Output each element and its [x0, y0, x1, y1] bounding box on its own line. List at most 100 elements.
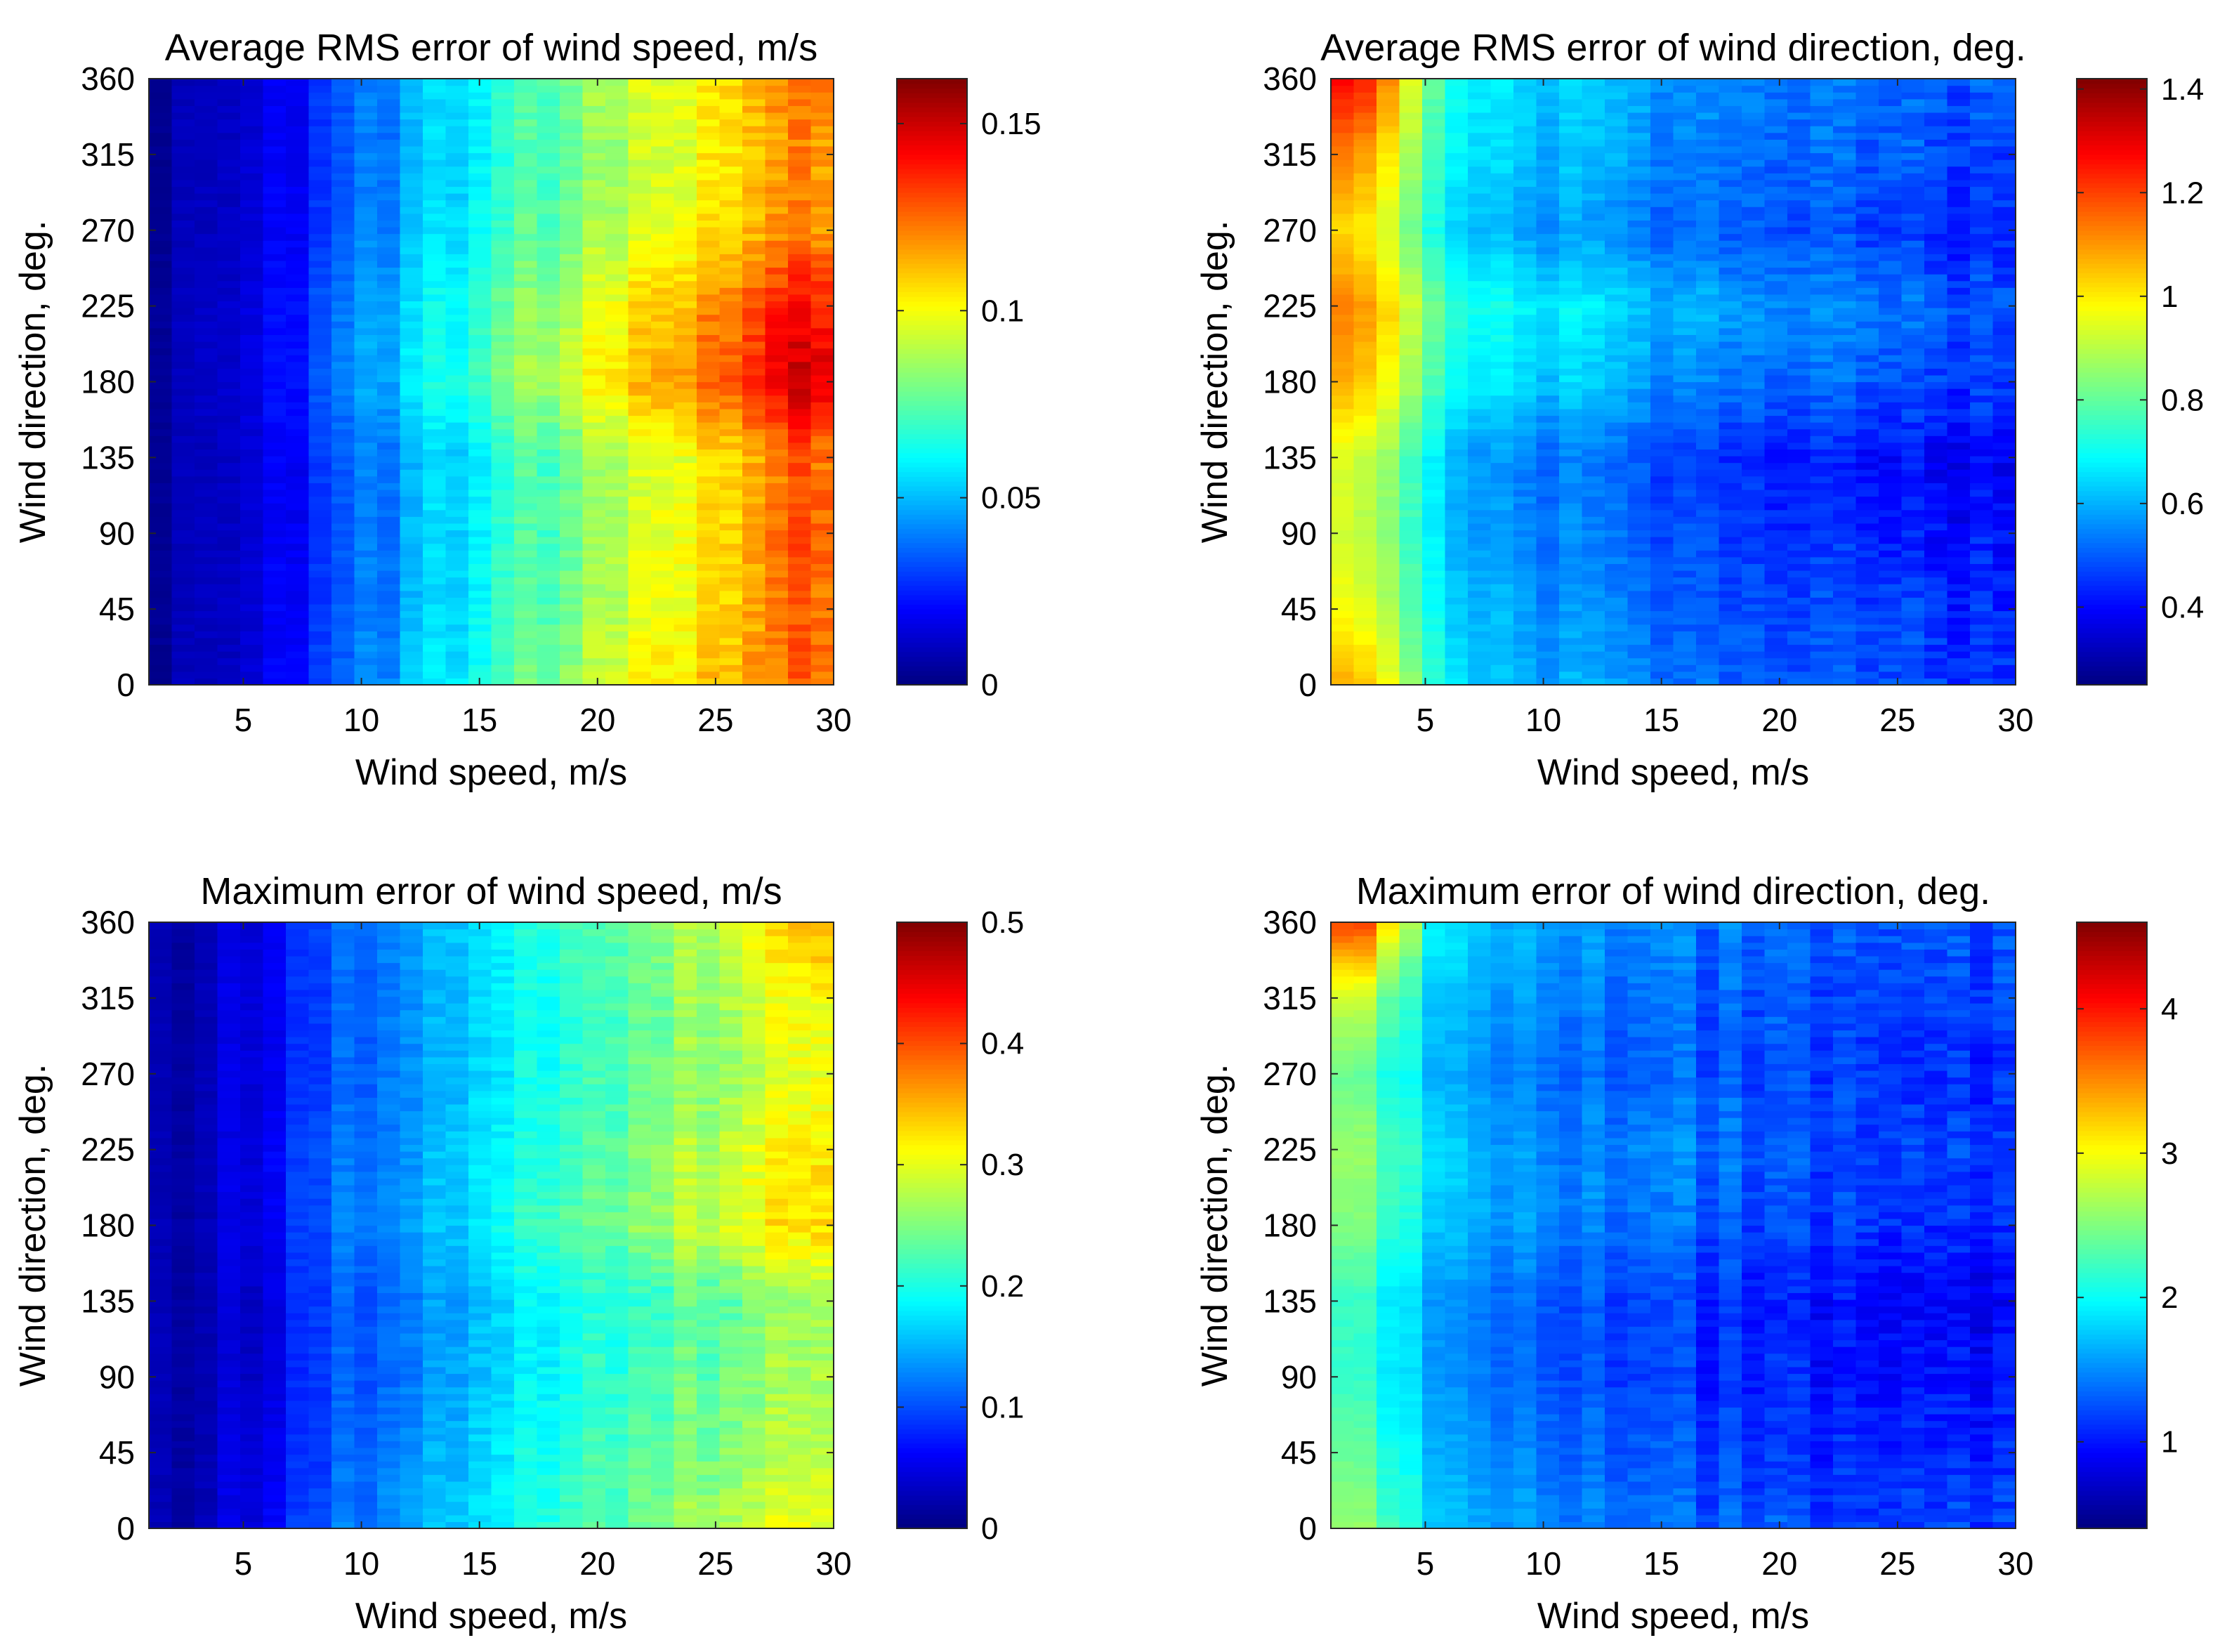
heatmap-cell: [1719, 503, 1742, 511]
heatmap-cell: [240, 348, 264, 355]
heatmap-cell: [742, 247, 766, 254]
heatmap-cell: [171, 327, 195, 335]
heatmap-cell: [651, 132, 675, 140]
heatmap-cell: [1833, 449, 1857, 457]
heatmap-cell: [491, 79, 515, 86]
heatmap-cell: [1947, 516, 1971, 524]
heatmap-cell: [1833, 274, 1857, 282]
heatmap-cell: [377, 159, 401, 167]
heatmap-cell: [1353, 671, 1377, 679]
heatmap-cell: [1627, 584, 1651, 591]
heatmap-cell: [1353, 402, 1377, 409]
heatmap-cell: [354, 139, 378, 147]
heatmap-cell: [445, 280, 469, 288]
heatmap-cell: [1810, 233, 1834, 241]
heatmap-cell: [810, 308, 834, 315]
heatmap-cell: [354, 671, 378, 679]
heatmap-cell: [537, 321, 560, 329]
heatmap-cell: [742, 563, 766, 571]
heatmap-cell: [263, 260, 287, 268]
heatmap-cell: [171, 355, 195, 362]
heatmap-cell: [1947, 624, 1971, 631]
heatmap-cell: [1833, 509, 1857, 517]
heatmap-cell: [1673, 563, 1697, 571]
heatmap-cell: [1422, 476, 1446, 483]
heatmap-cell: [491, 395, 515, 402]
heatmap-cell: [1422, 233, 1446, 241]
heatmap-cell: [1399, 314, 1423, 322]
heatmap-cell: [195, 678, 218, 686]
heatmap-cell: [765, 186, 789, 194]
colorbar-segment: [897, 159, 967, 164]
heatmap-cell: [1810, 584, 1834, 591]
heatmap-cell: [1764, 530, 1788, 537]
heatmap-cell: [195, 402, 218, 409]
heatmap-cell: [1377, 321, 1400, 329]
heatmap-cell: [1627, 361, 1651, 369]
heatmap-cell: [423, 469, 447, 477]
heatmap-cell: [1331, 240, 1355, 248]
heatmap-cell: [263, 631, 287, 638]
heatmap-cell: [1422, 664, 1446, 672]
heatmap-cell: [628, 341, 652, 349]
heatmap-cell: [1559, 496, 1583, 504]
heatmap-cell: [605, 267, 629, 275]
heatmap-cell: [1513, 543, 1537, 551]
heatmap-cell: [1559, 657, 1583, 665]
heatmap-cell: [1490, 584, 1514, 591]
heatmap-cell: [1582, 321, 1605, 329]
heatmap-cell: [788, 550, 812, 558]
heatmap-cell: [582, 132, 606, 140]
heatmap-cell: [788, 361, 812, 369]
heatmap-cell: [1353, 570, 1377, 578]
heatmap-cell: [308, 631, 332, 638]
colorbar-frame: [896, 78, 968, 686]
heatmap-cell: [240, 610, 264, 618]
heatmap-cell: [423, 327, 447, 335]
heatmap-cell: [286, 166, 310, 173]
heatmap-cell: [1970, 294, 1994, 302]
heatmap-cell: [1833, 213, 1857, 221]
heatmap-cell: [1879, 395, 1903, 402]
heatmap-cell: [1787, 671, 1811, 679]
heatmap-cell: [1422, 368, 1446, 376]
heatmap-cell: [1582, 422, 1605, 430]
heatmap-cell: [1787, 374, 1811, 383]
heatmap-cell: [445, 428, 469, 436]
heatmap-cell: [1879, 516, 1903, 524]
heatmap-cell: [719, 374, 743, 383]
heatmap-cell: [1536, 408, 1560, 417]
heatmap-cell: [788, 462, 812, 470]
heatmap-cell: [1627, 523, 1651, 531]
heatmap-cell: [217, 610, 241, 618]
heatmap-cell: [1879, 334, 1903, 342]
heatmap-cell: [810, 254, 834, 261]
heatmap-cell: [286, 308, 310, 315]
heatmap-cell: [1559, 537, 1583, 544]
heatmap-cell: [582, 193, 606, 201]
heatmap-cell: [217, 597, 241, 605]
heatmap-cell: [537, 179, 560, 188]
heatmap-cell: [263, 267, 287, 275]
heatmap-cell: [628, 483, 652, 490]
heatmap-cell: [1787, 516, 1811, 524]
heatmap-cell: [605, 442, 629, 450]
heatmap-cell: [1742, 496, 1766, 504]
heatmap-cell: [377, 314, 401, 322]
heatmap-cell: [514, 119, 538, 126]
heatmap-cell: [423, 139, 447, 147]
heatmap-cell: [1879, 631, 1903, 638]
heatmap-cell: [1445, 368, 1469, 376]
heatmap-cell: [308, 402, 332, 409]
heatmap-cell: [605, 260, 629, 268]
heatmap-cell: [1947, 637, 1971, 645]
heatmap-cell: [240, 483, 264, 490]
heatmap-cell: [651, 274, 675, 282]
heatmap-cell: [1490, 240, 1514, 248]
heatmap-cell: [1855, 287, 1879, 295]
heatmap-cell: [1513, 455, 1537, 464]
heatmap-cell: [1810, 435, 1834, 443]
heatmap-cell: [1468, 220, 1492, 228]
heatmap-cell: [331, 287, 355, 295]
heatmap-cell: [1650, 563, 1674, 571]
